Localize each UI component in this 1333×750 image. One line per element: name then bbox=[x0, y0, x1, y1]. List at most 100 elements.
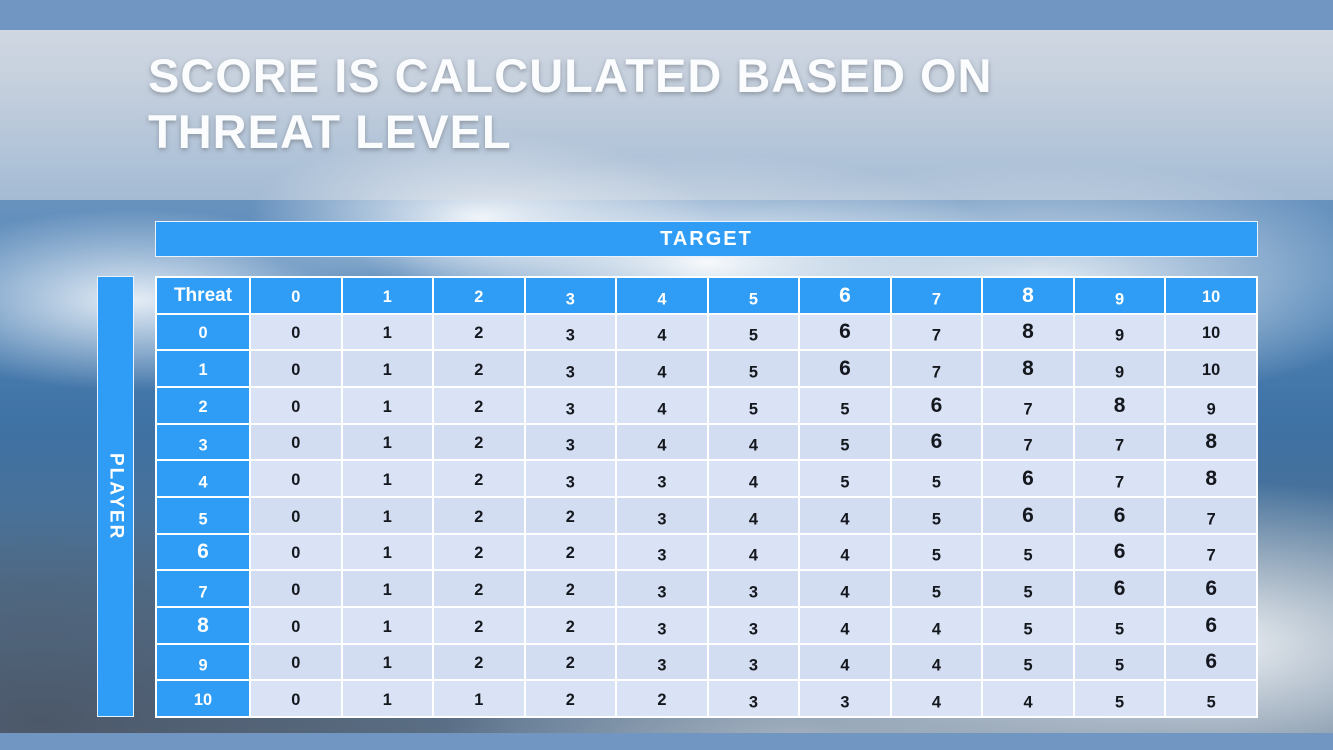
score-cell: 2 bbox=[523, 642, 618, 682]
score-cell: 0 bbox=[249, 312, 343, 352]
score-cell: 2 bbox=[523, 679, 618, 718]
score-cell: 10 bbox=[1164, 349, 1258, 388]
col-header-cell: 7 bbox=[889, 276, 984, 315]
score-cell: 9 bbox=[1072, 349, 1167, 388]
col-header-cell: 1 bbox=[340, 276, 435, 315]
score-cell: 0 bbox=[249, 459, 343, 498]
score-cell: 6 bbox=[798, 312, 892, 352]
score-cell: 7 bbox=[981, 385, 1075, 425]
score-cell: 8 bbox=[981, 349, 1075, 388]
score-cell: 3 bbox=[706, 642, 801, 682]
score-cell: 3 bbox=[615, 532, 709, 572]
score-cell: 0 bbox=[249, 385, 343, 425]
col-header-cell: 10 bbox=[1164, 276, 1258, 315]
score-cell: 4 bbox=[706, 532, 801, 572]
score-cell: 5 bbox=[1072, 605, 1167, 645]
score-cell: 5 bbox=[981, 569, 1075, 608]
score-cell: 1 bbox=[340, 312, 435, 352]
score-cell: 10 bbox=[1164, 312, 1258, 352]
score-cell: 4 bbox=[706, 422, 801, 462]
score-cell: 3 bbox=[523, 385, 618, 425]
score-cell: 2 bbox=[523, 569, 618, 608]
score-cell: 4 bbox=[615, 385, 709, 425]
score-cell: 0 bbox=[249, 349, 343, 388]
score-cell: 2 bbox=[432, 532, 526, 572]
score-cell: 2 bbox=[432, 459, 526, 498]
target-header-bar: TARGET bbox=[155, 221, 1258, 257]
score-cell: 7 bbox=[1164, 532, 1258, 572]
score-cell: 5 bbox=[889, 495, 984, 535]
corner-cell-threat: Threat bbox=[155, 276, 251, 315]
score-cell: 2 bbox=[432, 642, 526, 682]
title-line-2: THREAT LEVEL bbox=[148, 105, 512, 159]
top-accent-bar bbox=[0, 0, 1333, 30]
score-cell: 3 bbox=[615, 642, 709, 682]
score-cell: 1 bbox=[340, 422, 435, 462]
score-cell: 4 bbox=[798, 532, 892, 572]
score-cell: 1 bbox=[340, 642, 435, 682]
target-label: TARGET bbox=[660, 227, 753, 250]
score-cell: 6 bbox=[889, 422, 984, 462]
score-cell: 4 bbox=[706, 495, 801, 535]
score-cell: 5 bbox=[981, 605, 1075, 645]
score-cell: 1 bbox=[432, 679, 526, 718]
score-cell: 3 bbox=[706, 605, 801, 645]
score-cell: 6 bbox=[1164, 642, 1258, 682]
score-cell: 2 bbox=[432, 495, 526, 535]
score-cell: 4 bbox=[798, 605, 892, 645]
row-header-cell: 7 bbox=[155, 569, 251, 608]
score-cell: 5 bbox=[1072, 679, 1167, 718]
title-band: SCORE IS CALCULATED BASED ON THREAT LEVEL bbox=[0, 30, 1333, 200]
score-cell: 0 bbox=[249, 532, 343, 572]
score-cell: 3 bbox=[523, 422, 618, 462]
score-cell: 9 bbox=[1164, 385, 1258, 425]
score-cell: 3 bbox=[615, 605, 709, 645]
score-cell: 7 bbox=[889, 312, 984, 352]
score-cell: 6 bbox=[1072, 532, 1167, 572]
score-cell: 5 bbox=[889, 532, 984, 572]
score-cell: 4 bbox=[706, 459, 801, 498]
score-cell: 3 bbox=[706, 679, 801, 718]
score-cell: 4 bbox=[798, 642, 892, 682]
slide-title: SCORE IS CALCULATED BASED ON THREAT LEVEL bbox=[148, 48, 992, 161]
score-cell: 8 bbox=[981, 312, 1075, 352]
score-cell: 5 bbox=[706, 312, 801, 352]
table-row: 0 0 1 2 3 4 5 6 7 8 9 10 bbox=[155, 312, 1258, 352]
score-cell: 5 bbox=[981, 642, 1075, 682]
col-header-cell: 4 bbox=[615, 276, 709, 315]
score-cell: 4 bbox=[615, 349, 709, 388]
score-cell: 4 bbox=[889, 679, 984, 718]
score-cell: 0 bbox=[249, 605, 343, 645]
row-header-cell: 9 bbox=[155, 642, 251, 682]
col-header-cell: 6 bbox=[798, 276, 892, 315]
score-cell: 7 bbox=[981, 422, 1075, 462]
score-cell: 6 bbox=[1164, 569, 1258, 608]
row-header-cell: 6 bbox=[155, 532, 251, 572]
score-cell: 5 bbox=[706, 385, 801, 425]
score-cell: 2 bbox=[432, 385, 526, 425]
col-header-cell: 8 bbox=[981, 276, 1075, 315]
row-header-cell: 8 bbox=[155, 605, 251, 645]
score-cell: 7 bbox=[889, 349, 984, 388]
score-cell: 5 bbox=[981, 532, 1075, 572]
row-header-cell: 3 bbox=[155, 422, 251, 462]
score-cell: 8 bbox=[1072, 385, 1167, 425]
score-cell: 2 bbox=[523, 532, 618, 572]
bottom-accent-bar bbox=[0, 733, 1333, 750]
score-cell: 6 bbox=[981, 459, 1075, 498]
score-cell: 2 bbox=[432, 349, 526, 388]
score-cell: 3 bbox=[706, 569, 801, 608]
score-cell: 5 bbox=[798, 422, 892, 462]
title-line-1: SCORE IS CALCULATED BASED ON bbox=[148, 49, 993, 102]
player-header-bar: PLAYER bbox=[97, 276, 134, 717]
score-cell: 2 bbox=[432, 569, 526, 608]
score-cell: 4 bbox=[798, 495, 892, 535]
score-cell: 6 bbox=[798, 349, 892, 388]
score-cell: 0 bbox=[249, 569, 343, 608]
